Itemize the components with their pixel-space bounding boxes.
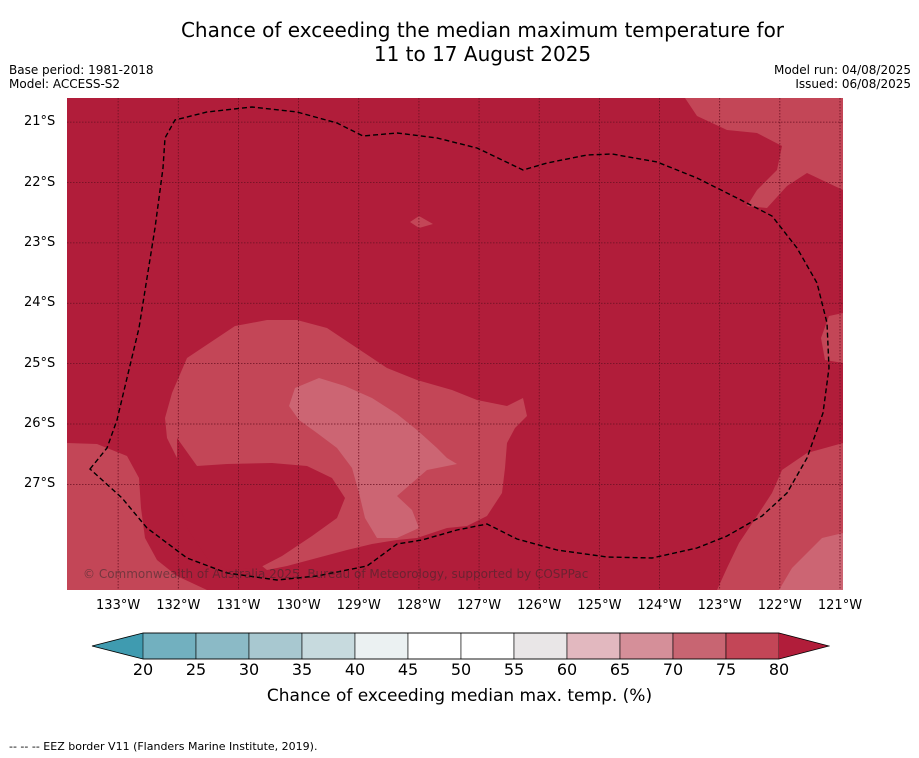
lon-label: 130°W <box>276 598 321 613</box>
region-70-75-central <box>289 378 457 538</box>
colorbar-tick-label: 75 <box>715 660 737 679</box>
lat-label: 22°S <box>24 174 56 190</box>
colorbar-tick-label: 65 <box>609 660 631 679</box>
base-period-text: Base period: 1981-2018 <box>9 63 154 77</box>
lon-label: 126°W <box>517 598 562 613</box>
colorbar-tick-label: 80 <box>768 660 790 679</box>
colorbar-segment <box>619 632 674 660</box>
lon-label: 122°W <box>757 598 802 613</box>
lon-label: 132°W <box>156 598 201 613</box>
colorbar-tick-label: 35 <box>291 660 313 679</box>
lat-label: 21°S <box>24 114 56 130</box>
region-above-80-inner <box>177 438 345 570</box>
lat-label: 27°S <box>24 476 56 492</box>
lon-label: 133°W <box>96 598 141 613</box>
colorbar-segment <box>301 632 356 660</box>
issued-text: Issued: 06/08/2025 <box>795 77 911 91</box>
colorbar-tick-label: 30 <box>238 660 260 679</box>
lon-label: 124°W <box>637 598 682 613</box>
colorbar-segment <box>725 632 780 660</box>
copyright-text: © Commonwealth of Australia 2025, Bureau… <box>83 567 588 581</box>
footer-note: -- -- -- EEZ border V11 (Flanders Marine… <box>9 740 318 753</box>
colorbar-under-arrow <box>92 633 143 659</box>
colorbar-tick-label: 45 <box>397 660 419 679</box>
region-70-80-small-north <box>410 216 433 228</box>
lon-label: 121°W <box>817 598 863 613</box>
colorbar-svg <box>91 632 831 660</box>
model-text: Model: ACCESS-S2 <box>9 77 121 91</box>
colorbar-segment <box>354 632 409 660</box>
lat-label: 25°S <box>24 355 56 371</box>
lon-label: 123°W <box>697 598 742 613</box>
colorbar-label: Chance of exceeding median max. temp. (%… <box>266 686 653 706</box>
colorbar-tick-label: 55 <box>503 660 525 679</box>
meta-left: Base period: 1981-2018 Model: ACCESS-S2 <box>9 63 154 91</box>
lat-label: 23°S <box>24 234 56 250</box>
colorbar-outline <box>91 632 831 660</box>
colorbar-tick-label: 20 <box>132 660 154 679</box>
title-line-2: 11 to 17 August 2025 <box>373 42 592 66</box>
model-run-text: Model run: 04/08/2025 <box>773 63 911 77</box>
graticule <box>67 98 843 590</box>
colorbar-segment <box>672 632 727 660</box>
chart-title: Chance of exceeding the median maximum t… <box>0 18 919 66</box>
colorbar-segment <box>142 632 197 660</box>
colorbar-over-arrow <box>779 633 829 659</box>
colorbar-segment <box>407 632 462 660</box>
lon-label: 129°W <box>336 598 381 613</box>
eez-border <box>89 106 830 581</box>
colorbar <box>90 630 831 666</box>
title-line-1: Chance of exceeding the median maximum t… <box>180 18 785 42</box>
lat-label: 26°S <box>24 415 56 431</box>
map-canvas: © Commonwealth of Australia 2025, Bureau… <box>67 98 843 590</box>
probability-map: © Commonwealth of Australia 2025, Bureau… <box>67 98 843 590</box>
colorbar-segment <box>460 632 515 660</box>
colorbar-segment <box>566 632 621 660</box>
lon-label: 131°W <box>216 598 261 613</box>
lon-label: 128°W <box>396 598 441 613</box>
lat-label: 24°S <box>24 295 56 311</box>
colorbar-segment <box>513 632 568 660</box>
region-70-80-northeast <box>685 98 843 208</box>
colorbar-segment <box>248 632 303 660</box>
region-70-75-southeast <box>779 533 843 590</box>
colorbar-tick-label: 70 <box>662 660 684 679</box>
lon-label: 127°W <box>456 598 502 613</box>
colorbar-tick-label: 50 <box>450 660 472 679</box>
colorbar-tick-label: 60 <box>556 660 578 679</box>
colorbar-tick-label: 40 <box>344 660 366 679</box>
colorbar-segment <box>195 632 250 660</box>
lon-label: 125°W <box>577 598 622 613</box>
meta-right: Model run: 04/08/2025 Issued: 06/08/2025 <box>774 63 911 91</box>
colorbar-tick-label: 25 <box>185 660 207 679</box>
